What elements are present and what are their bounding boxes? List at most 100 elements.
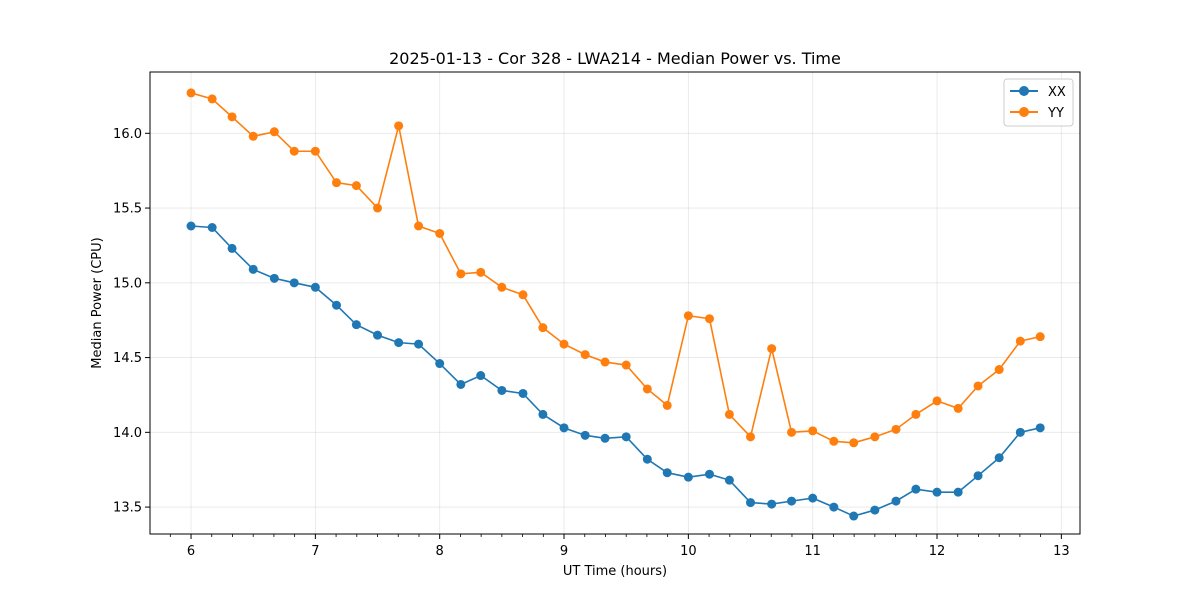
data-point-yy	[994, 365, 1004, 375]
y-tick-label: 13.5	[113, 501, 142, 516]
grid	[150, 72, 1080, 534]
data-point-yy	[269, 127, 279, 137]
data-point-yy	[704, 314, 714, 324]
x-tick-label: 12	[929, 544, 946, 559]
x-tick-label: 13	[1053, 544, 1070, 559]
data-point-yy	[227, 112, 237, 122]
data-point-xx	[683, 472, 693, 482]
data-point-xx	[1015, 427, 1025, 437]
data-point-xx	[248, 264, 258, 274]
data-point-yy	[497, 282, 507, 292]
data-point-xx	[870, 505, 880, 515]
data-point-xx	[580, 430, 590, 440]
data-point-xx	[332, 300, 341, 310]
data-point-yy	[724, 409, 734, 419]
data-point-xx	[787, 496, 797, 506]
legend-label-yy: YY	[1047, 106, 1064, 121]
data-point-yy	[683, 311, 693, 321]
data-point-yy	[642, 384, 652, 394]
data-point-yy	[186, 88, 196, 98]
legend-label-xx: XX	[1048, 85, 1066, 100]
y-axis-label: Median Power (CPU)	[90, 237, 105, 368]
data-point-yy	[476, 267, 486, 277]
data-point-xx	[973, 471, 983, 481]
data-point-yy	[829, 436, 839, 446]
data-point-yy	[621, 360, 631, 370]
data-point-xx	[704, 469, 714, 479]
data-point-yy	[456, 269, 466, 279]
data-point-xx	[808, 493, 818, 503]
data-point-yy	[1035, 332, 1045, 342]
y-tick-label: 15.0	[113, 276, 142, 291]
y-tick-label: 14.5	[113, 351, 142, 366]
data-point-xx	[414, 339, 424, 349]
data-point-yy	[973, 381, 983, 391]
x-tick-label: 7	[311, 544, 319, 559]
data-point-xx	[373, 330, 383, 340]
data-point-xx	[829, 502, 839, 512]
data-point-yy	[394, 121, 404, 131]
y-tick-label: 15.5	[113, 202, 142, 217]
data-point-xx	[849, 511, 859, 521]
chart-title: 2025-01-13 - Cor 328 - LWA214 - Median P…	[389, 49, 841, 68]
data-point-yy	[746, 432, 756, 442]
axes-ticks: 6 7 8 9 10 11 12 13 13.5 14.0 14.5 15.0 15.5 16.0	[113, 127, 1070, 559]
data-point-xx	[186, 221, 196, 231]
data-point-xx	[476, 371, 486, 381]
data-point-xx	[724, 475, 734, 485]
data-point-yy	[351, 181, 361, 191]
data-point-yy	[870, 432, 880, 442]
data-point-xx	[227, 243, 237, 253]
data-point-yy	[1015, 336, 1025, 346]
data-point-xx	[953, 487, 963, 497]
data-point-yy	[953, 403, 963, 413]
data-point-xx	[642, 454, 652, 464]
data-point-xx	[746, 498, 756, 508]
data-point-xx	[600, 433, 610, 443]
data-point-yy	[662, 400, 672, 410]
x-tick-label: 6	[187, 544, 195, 559]
data-point-yy	[767, 344, 777, 354]
data-point-yy	[891, 424, 901, 434]
data-point-yy	[808, 426, 818, 436]
data-point-yy	[310, 146, 320, 156]
data-point-yy	[538, 323, 548, 333]
data-point-xx	[621, 432, 631, 442]
data-point-xx	[662, 468, 672, 478]
data-point-yy	[932, 396, 942, 406]
data-point-yy	[518, 290, 528, 300]
data-point-xx	[269, 273, 279, 283]
data-point-yy	[435, 228, 445, 238]
data-point-xx	[932, 487, 942, 497]
plot-frame	[149, 71, 1081, 535]
data-point-yy	[414, 221, 424, 231]
data-point-xx	[497, 385, 507, 395]
data-point-xx	[310, 282, 320, 292]
data-point-yy	[207, 94, 217, 104]
x-axis-label: UT Time (hours)	[563, 564, 667, 579]
data-point-xx	[891, 496, 901, 506]
data-point-xx	[559, 423, 569, 433]
data-point-xx	[1035, 423, 1045, 433]
y-tick-label: 14.0	[113, 426, 142, 441]
data-point-yy	[787, 427, 797, 437]
legend-marker-xx	[1019, 86, 1029, 96]
x-tick-label: 10	[680, 544, 697, 559]
series-layer	[186, 88, 1045, 521]
data-point-xx	[767, 499, 777, 509]
data-point-yy	[373, 203, 383, 213]
data-point-yy	[600, 357, 610, 367]
x-tick-label: 9	[560, 544, 568, 559]
data-point-yy	[849, 438, 859, 448]
y-tick-label: 16.0	[113, 127, 142, 142]
data-point-xx	[994, 453, 1004, 463]
x-tick-label: 8	[436, 544, 444, 559]
data-point-xx	[518, 388, 528, 398]
x-tick-label: 11	[804, 544, 821, 559]
data-point-yy	[559, 339, 569, 349]
data-point-xx	[435, 359, 445, 369]
data-point-yy	[332, 178, 341, 188]
data-point-yy	[248, 131, 258, 141]
data-point-yy	[289, 146, 299, 156]
